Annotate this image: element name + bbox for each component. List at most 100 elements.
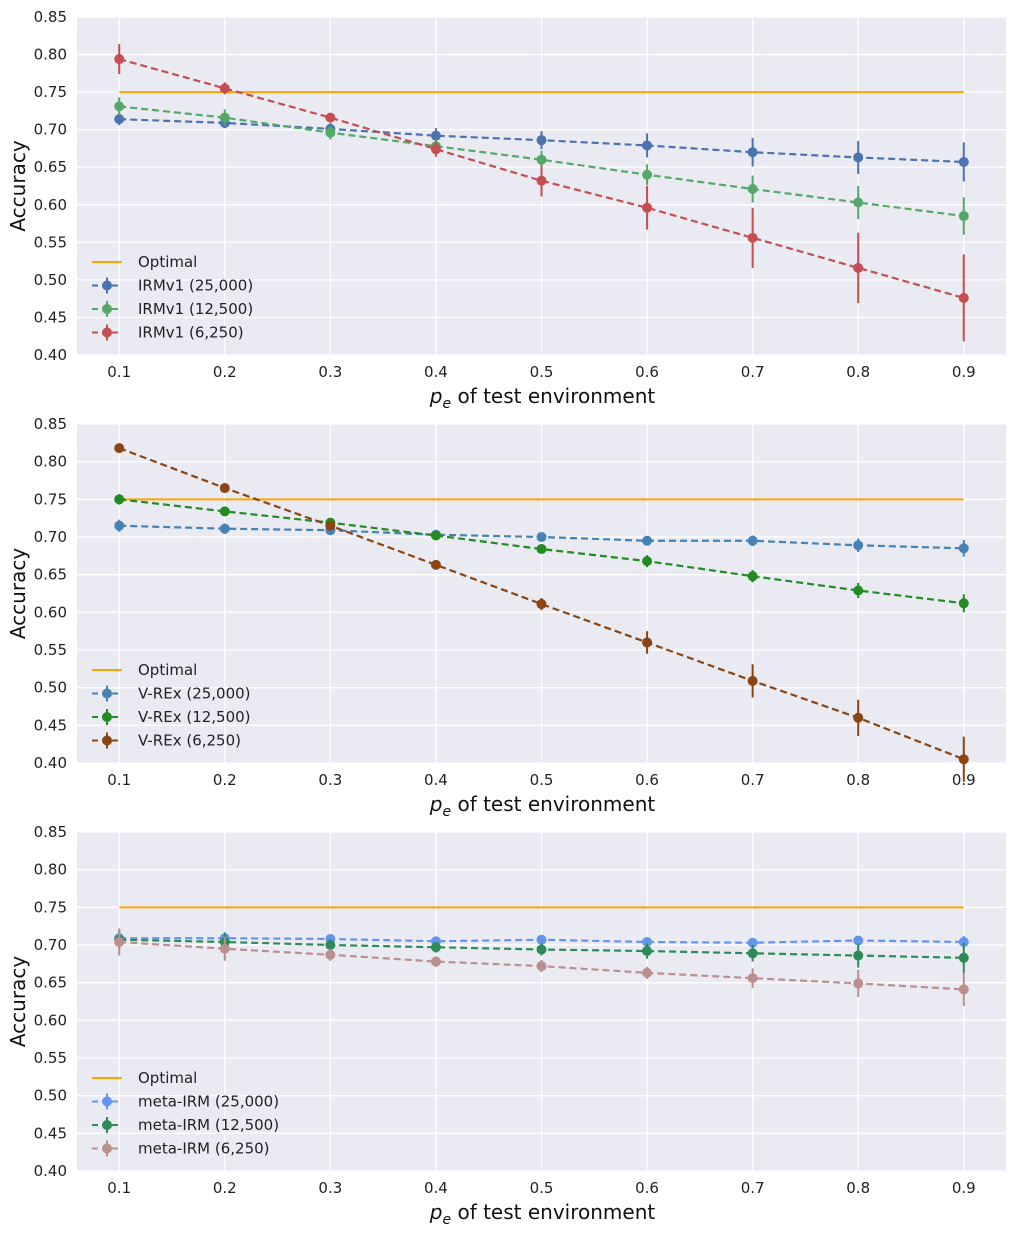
legend-label: V-REx (6,250) — [138, 732, 241, 750]
x-tick-label: 0.6 — [635, 363, 659, 381]
legend-label-optimal: Optimal — [138, 661, 197, 679]
y-tick-label: 0.50 — [34, 679, 67, 697]
data-point — [114, 114, 125, 125]
data-point — [325, 520, 336, 531]
data-point — [114, 494, 125, 505]
data-point — [219, 943, 230, 954]
x-tick-label: 0.2 — [213, 363, 237, 381]
data-point — [114, 520, 125, 531]
x-tick-label: 0.7 — [741, 1179, 765, 1197]
x-tick-label: 0.3 — [318, 363, 342, 381]
data-point — [958, 211, 969, 222]
x-tick-label: 0.9 — [952, 1179, 976, 1197]
series-3 — [114, 928, 969, 1007]
data-point — [958, 754, 969, 765]
data-point — [747, 937, 758, 948]
data-point — [853, 935, 864, 946]
data-point — [747, 571, 758, 582]
legend-label: V-REx (25,000) — [138, 685, 251, 703]
data-point — [642, 637, 653, 648]
legend: Optimal IRMv1 (25,000) IRMv1 (12,500) IRMv1… — [92, 253, 253, 342]
data-point — [325, 949, 336, 960]
x-tick-label: 0.4 — [424, 771, 448, 789]
legend-label: meta-IRM (12,500) — [138, 1116, 279, 1134]
y-tick-label: 0.45 — [34, 308, 67, 326]
data-point — [536, 599, 547, 610]
x-axis-label-text: of test environment — [451, 792, 655, 816]
data-point — [853, 950, 864, 961]
data-point — [853, 712, 864, 723]
data-point — [958, 292, 969, 303]
legend-swatch-marker — [102, 688, 112, 699]
data-point — [325, 112, 336, 123]
y-axis-label: Accuracy — [6, 548, 30, 639]
chart-panel-3: 0.40 0.45 0.50 0.55 0.60 0.65 0.70 0.75 0.80 0.85… — [6, 823, 1006, 1228]
data-point — [958, 156, 969, 167]
y-tick-label: 0.55 — [34, 1049, 67, 1067]
data-point — [958, 598, 969, 609]
data-point — [430, 559, 441, 570]
y-tick-label: 0.85 — [34, 415, 67, 433]
data-point — [114, 443, 125, 454]
x-axis-label-subscript: e — [442, 804, 451, 820]
x-tick-label: 0.7 — [741, 771, 765, 789]
data-point — [853, 540, 864, 551]
y-tick-label: 0.65 — [34, 566, 67, 584]
x-axis-label-symbol: p — [429, 384, 443, 408]
legend-swatch-marker — [102, 280, 112, 291]
data-point — [747, 232, 758, 243]
data-point — [642, 535, 653, 546]
chart-panel-2: 0.40 0.45 0.50 0.55 0.60 0.65 0.70 0.75 0.80 0.85… — [6, 415, 1006, 820]
data-point — [536, 175, 547, 186]
x-tick-label: 0.9 — [952, 363, 976, 381]
data-point — [642, 936, 653, 947]
data-point — [747, 948, 758, 959]
data-point — [430, 956, 441, 967]
data-point — [219, 523, 230, 534]
x-tick-label: 0.8 — [846, 771, 870, 789]
legend-swatch-marker — [102, 327, 112, 338]
y-tick-label: 0.80 — [34, 861, 67, 879]
data-point — [219, 83, 230, 94]
data-point — [536, 544, 547, 555]
legend-swatch-marker — [102, 304, 112, 314]
legend-swatch-marker — [102, 712, 112, 722]
data-point — [325, 127, 336, 138]
data-point — [536, 135, 547, 146]
legend-swatch-marker — [102, 735, 112, 746]
data-point — [219, 483, 230, 494]
x-tick-label: 0.3 — [318, 771, 342, 789]
data-point — [219, 112, 230, 123]
y-tick-label: 0.60 — [34, 603, 67, 621]
data-point — [325, 940, 336, 950]
y-tick-label: 0.45 — [34, 1124, 67, 1142]
x-axis-label: pe of test environment — [429, 384, 656, 412]
x-axis-label-subscript: e — [442, 1212, 451, 1228]
data-point — [430, 130, 441, 141]
y-tick-label: 0.70 — [34, 528, 67, 546]
x-tick-label: 0.1 — [107, 1179, 131, 1197]
data-point — [536, 934, 547, 945]
data-point — [536, 154, 547, 165]
y-tick-label: 0.75 — [34, 898, 67, 916]
data-point — [642, 556, 653, 567]
legend-label-optimal: Optimal — [138, 1069, 197, 1087]
y-tick-label: 0.60 — [34, 196, 67, 214]
series-line — [119, 498, 964, 605]
legend-label: meta-IRM (25,000) — [138, 1093, 279, 1111]
x-tick-label: 0.8 — [846, 363, 870, 381]
data-point — [958, 984, 969, 995]
legend-label: V-REx (12,500) — [138, 708, 251, 726]
x-axis-label-symbol: p — [429, 1200, 443, 1224]
data-point — [642, 169, 653, 180]
legend-label: IRMv1 (25,000) — [138, 277, 253, 295]
legend-label: IRMv1 (6,250) — [138, 324, 244, 342]
y-tick-label: 0.70 — [34, 121, 67, 139]
y-axis-label: Accuracy — [6, 140, 30, 231]
x-axis-label-subscript: e — [442, 396, 451, 412]
y-tick-label: 0.40 — [34, 1162, 67, 1180]
data-point — [958, 936, 969, 947]
y-tick-label: 0.65 — [34, 158, 67, 176]
legend: Optimal V-REx (25,000) V-REx (12,500) V-REx… — [92, 661, 251, 750]
